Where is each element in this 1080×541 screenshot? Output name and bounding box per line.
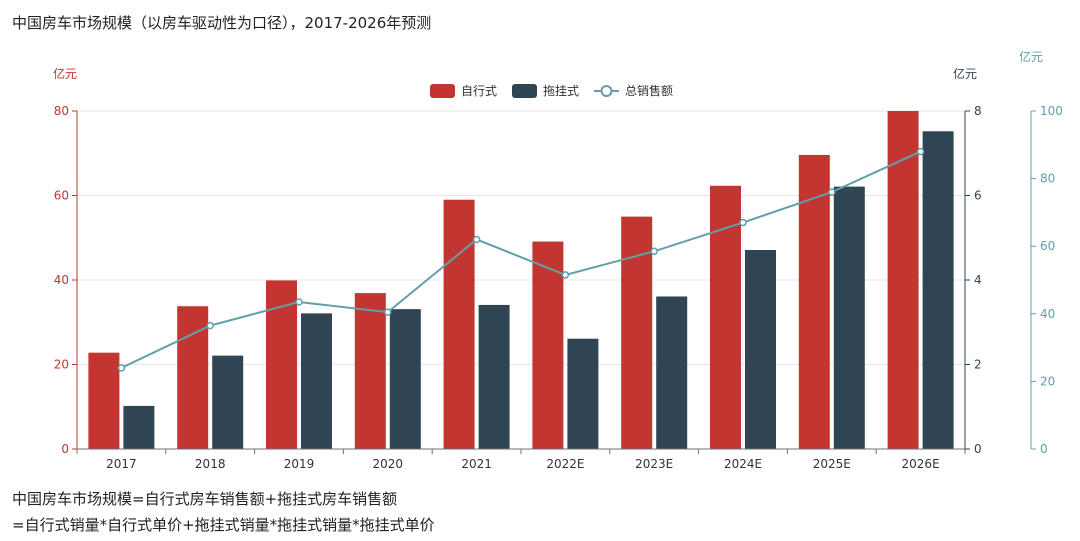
total-sales-point [828, 188, 836, 196]
bar-towable [389, 309, 421, 449]
x-tick-label: 2019 [284, 457, 315, 471]
bar-self-propelled [354, 293, 386, 449]
bar-towable [922, 131, 954, 449]
middle-tick-label: 6 [974, 189, 982, 203]
bar-towable [123, 405, 155, 449]
bar-self-propelled [177, 306, 209, 449]
middle-tick-label: 8 [974, 104, 982, 118]
middle-tick-label: 0 [974, 442, 982, 456]
total-sales-point [561, 271, 570, 279]
legend-swatch-towable [512, 84, 537, 98]
bar-self-propelled [88, 352, 120, 449]
x-tick-label: 2017 [106, 457, 137, 471]
middle-axis-unit: 亿元 [953, 66, 977, 81]
right-tick-label: 60 [1040, 239, 1055, 253]
left-tick-label: 40 [54, 273, 69, 287]
right-tick-label: 20 [1040, 374, 1055, 388]
bar-towable [301, 313, 332, 449]
x-tick-label: 2018 [195, 457, 226, 471]
left-tick-label: 60 [54, 189, 69, 203]
left-tick-label: 80 [54, 104, 69, 118]
legend-label-self-propelled: 自行式 [461, 84, 497, 98]
legend-swatch-total-marker [600, 85, 613, 97]
total-sales-point [117, 364, 126, 372]
right-axis-unit: 亿元 [1019, 49, 1043, 64]
total-sales-point [206, 321, 214, 330]
total-sales-point [739, 218, 747, 227]
right-tick-label: 40 [1040, 307, 1055, 321]
bar-self-propelled [887, 111, 919, 449]
bar-self-propelled [532, 241, 564, 449]
bar-self-propelled [443, 199, 475, 449]
bar-towable [212, 355, 244, 449]
total-sales-point [650, 247, 658, 256]
x-tick-label: 2020 [373, 457, 404, 471]
total-sales-point [295, 298, 303, 306]
bar-towable [833, 186, 865, 449]
legend-swatch-self-propelled [430, 84, 455, 98]
total-sales-point [384, 308, 392, 316]
chart-title: 中国房车市场规模（以房车驱动性为口径），2017-2026年预测 [12, 14, 432, 32]
bar-self-propelled [710, 185, 741, 449]
x-tick-label: 2022E [546, 457, 584, 471]
bar-towable [745, 250, 776, 449]
bar-towable [478, 304, 510, 449]
x-tick-label: 2021 [461, 457, 492, 471]
bar-self-propelled [621, 216, 653, 449]
right-tick-label: 0 [1040, 442, 1048, 456]
x-tick-label: 2023E [635, 457, 673, 471]
right-tick-label: 80 [1040, 172, 1055, 186]
formula-note-line2: =自行式销量*自行式单价+拖挂式销量*拖挂式销量*拖挂式单价 [12, 516, 435, 534]
middle-tick-label: 2 [974, 358, 982, 372]
legend-label-total: 总销售额 [625, 83, 673, 98]
bar-towable [567, 338, 599, 449]
bar-self-propelled [798, 154, 830, 449]
x-tick-label: 2024E [724, 457, 762, 471]
total-sales-point [472, 235, 481, 244]
x-tick-label: 2025E [813, 457, 851, 471]
left-tick-label: 0 [61, 442, 69, 456]
formula-note-line1: 中国房车市场规模=自行式房车销售额+拖挂式房车销售额 [12, 490, 398, 508]
left-axis-unit: 亿元 [53, 66, 77, 81]
total-sales-point [916, 147, 925, 156]
middle-tick-label: 4 [974, 273, 982, 287]
legend-label-towable: 拖挂式 [543, 84, 579, 98]
bar-towable [656, 296, 688, 449]
right-tick-label: 100 [1040, 104, 1063, 118]
left-tick-label: 20 [54, 358, 69, 372]
total-sales-line [120, 150, 922, 369]
x-tick-label: 2026E [902, 457, 940, 471]
